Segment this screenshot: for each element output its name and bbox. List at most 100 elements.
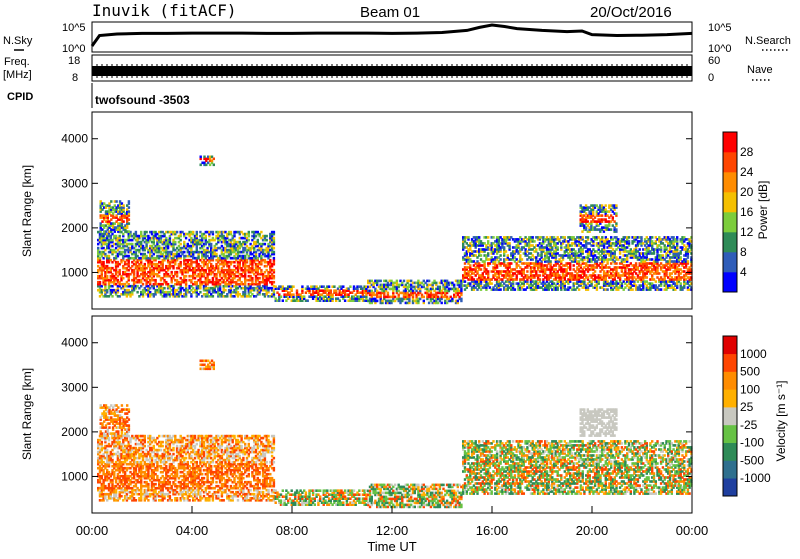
echo-cell [212, 231, 214, 234]
echo-cell [628, 240, 630, 243]
echo-cell [491, 282, 493, 285]
echo-cell [487, 236, 489, 239]
echo-cell [251, 277, 253, 280]
freq-left-tick-top: 18 [68, 55, 80, 67]
echo-cell [582, 236, 584, 239]
echo-cell [435, 282, 437, 285]
beam-title: Beam 01 [360, 4, 420, 21]
echo-cell [655, 280, 657, 283]
freq-label-line1: Freq. [4, 56, 30, 68]
echo-cell [180, 261, 182, 264]
echo-cell [606, 288, 608, 291]
echo-cell [330, 289, 332, 292]
echo-cell [557, 246, 559, 249]
echo-cell [631, 288, 633, 291]
echo-cell [478, 236, 480, 239]
echo-cell [587, 236, 589, 239]
echo-cell [508, 242, 510, 245]
echo-cell [640, 236, 642, 239]
echo-cell [230, 231, 232, 234]
echo-cell [176, 271, 178, 274]
echo-cell [499, 288, 501, 291]
echo-cell [380, 280, 382, 283]
echo-cell [264, 243, 266, 246]
echo-cell [258, 277, 260, 280]
echo-cell [205, 235, 207, 238]
echo-cell [119, 235, 121, 238]
echo-cell [212, 295, 214, 298]
echo-cell [111, 295, 113, 298]
echo-cell [185, 237, 187, 240]
nsky-label: N.Sky [3, 35, 33, 47]
echo-cell [601, 236, 603, 239]
echo-cell [266, 239, 268, 242]
cpid-label: CPID [7, 91, 33, 103]
echo-cell [519, 254, 521, 257]
echo-cell [183, 251, 185, 254]
echo-cell [136, 291, 138, 294]
echo-cell [441, 302, 443, 305]
echo-cell [257, 239, 259, 242]
echo-cell [469, 264, 471, 267]
echo-cell [387, 292, 389, 295]
echo-cell [174, 241, 176, 244]
echo-cell [503, 246, 505, 249]
echo-cell [180, 243, 182, 246]
echo-cell [144, 263, 146, 266]
echo-cell [273, 251, 275, 254]
noise-panel-frame [92, 22, 692, 52]
echo-cell [119, 269, 121, 272]
echo-cell [266, 235, 268, 238]
station-title: Inuvik (fitACF) [92, 1, 237, 20]
echo-cell [339, 299, 341, 302]
echo-cell [180, 239, 182, 242]
echo-cell [428, 280, 430, 283]
echo-cell [273, 231, 275, 234]
echo-cell [108, 255, 110, 258]
echo-cell [507, 254, 509, 257]
echo-cell [639, 248, 641, 251]
echo-cell [467, 236, 469, 239]
echo-cell [273, 257, 275, 260]
freq-right-tick-top: 60 [708, 55, 720, 67]
echo-cell [342, 285, 344, 288]
freq-label-line2: [MHz] [3, 69, 32, 81]
echo-cell [615, 262, 617, 265]
echo-cell [145, 231, 147, 234]
echo-cell [660, 246, 662, 249]
echo-cell [687, 260, 689, 263]
echo-cell [163, 287, 165, 290]
echo-cell [215, 253, 217, 256]
echo-cell [273, 269, 275, 272]
echo-cell [135, 231, 137, 234]
echo-cell [564, 236, 566, 239]
noise-left-tick-bottom: 10^0 [62, 43, 86, 55]
echo-cell [307, 299, 309, 302]
echo-cell [492, 236, 494, 239]
echo-cell [651, 236, 653, 239]
echo-cell [646, 276, 648, 279]
echo-cell [192, 231, 194, 234]
echo-cell [328, 285, 330, 288]
echo-cell [539, 274, 541, 277]
echo-cell [505, 250, 507, 253]
echo-cell [662, 254, 664, 257]
echo-cell [578, 288, 580, 291]
noise-panel: N.Sky 10^5 10^0 10^5 10^0 N.Search [3, 22, 791, 55]
echo-cell [142, 283, 144, 286]
echo-cell [460, 298, 462, 301]
echo-cell [533, 240, 535, 243]
echo-cell [532, 236, 534, 239]
echo-cell [282, 299, 284, 302]
echo-cell [549, 260, 551, 263]
echo-cell [499, 254, 501, 257]
echo-cell [273, 275, 275, 278]
echo-cell [185, 275, 187, 278]
echo-cell [376, 300, 378, 303]
echo-cell [260, 269, 262, 272]
echo-cell [676, 236, 678, 239]
echo-cell [349, 285, 351, 288]
freq-left-tick-bottom: 8 [72, 72, 78, 84]
